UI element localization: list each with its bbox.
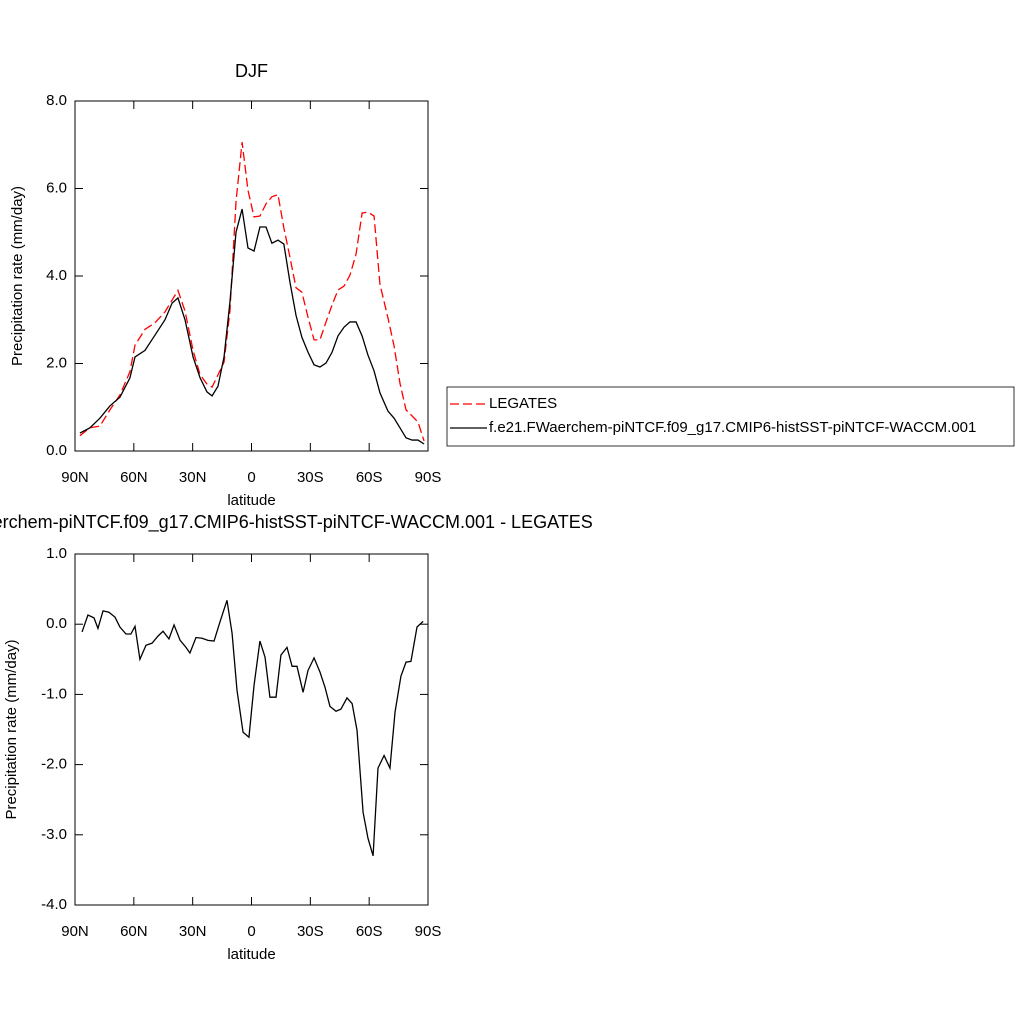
x-tick-label: 60N	[120, 469, 148, 486]
y-axis-label: Precipitation rate (mm/day)	[9, 186, 26, 366]
x-tick-label: 30S	[297, 469, 324, 486]
x-tick-label: 90N	[61, 923, 89, 940]
y-tick-label: -4.0	[41, 896, 67, 913]
x-axis-label: latitude	[227, 492, 275, 509]
data-line	[79, 142, 425, 442]
x-tick-label: 90S	[415, 923, 442, 940]
y-tick-label: -1.0	[41, 685, 67, 702]
x-tick-label: 30N	[179, 469, 207, 486]
x-tick-label: 60N	[120, 923, 148, 940]
chart-title: f.e21.FWaerchem-piNTCF.f09_g17.CMIP6-his…	[0, 512, 593, 533]
y-axis-label: Precipitation rate (mm/day)	[3, 639, 20, 819]
y-tick-label: -3.0	[41, 826, 67, 843]
y-tick-label: 2.0	[46, 354, 67, 371]
x-tick-label: 60S	[356, 469, 383, 486]
y-tick-label: 0.0	[46, 442, 67, 459]
x-tick-label: 30S	[297, 923, 324, 940]
legend-label: LEGATES	[489, 395, 557, 412]
x-tick-label: 0	[247, 923, 255, 940]
plot-frame	[74, 553, 429, 906]
x-tick-label: 90S	[415, 469, 442, 486]
x-tick-label: 30N	[179, 923, 207, 940]
legend-box	[446, 386, 1015, 447]
chart-title: DJF	[235, 61, 268, 81]
y-tick-label: -2.0	[41, 756, 67, 773]
y-tick-label: 8.0	[46, 92, 67, 109]
y-tick-label: 6.0	[46, 179, 67, 196]
data-line	[81, 600, 424, 857]
x-tick-label: 0	[247, 469, 255, 486]
plot-frame	[74, 100, 429, 452]
data-line	[79, 208, 425, 445]
y-tick-label: 0.0	[46, 615, 67, 632]
x-axis-label: latitude	[227, 946, 275, 963]
x-tick-label: 60S	[356, 923, 383, 940]
y-tick-label: 4.0	[46, 267, 67, 284]
x-tick-label: 90N	[61, 469, 89, 486]
legend-label: f.e21.FWaerchem-piNTCF.f09_g17.CMIP6-his…	[489, 419, 976, 436]
y-tick-label: 1.0	[46, 545, 67, 562]
